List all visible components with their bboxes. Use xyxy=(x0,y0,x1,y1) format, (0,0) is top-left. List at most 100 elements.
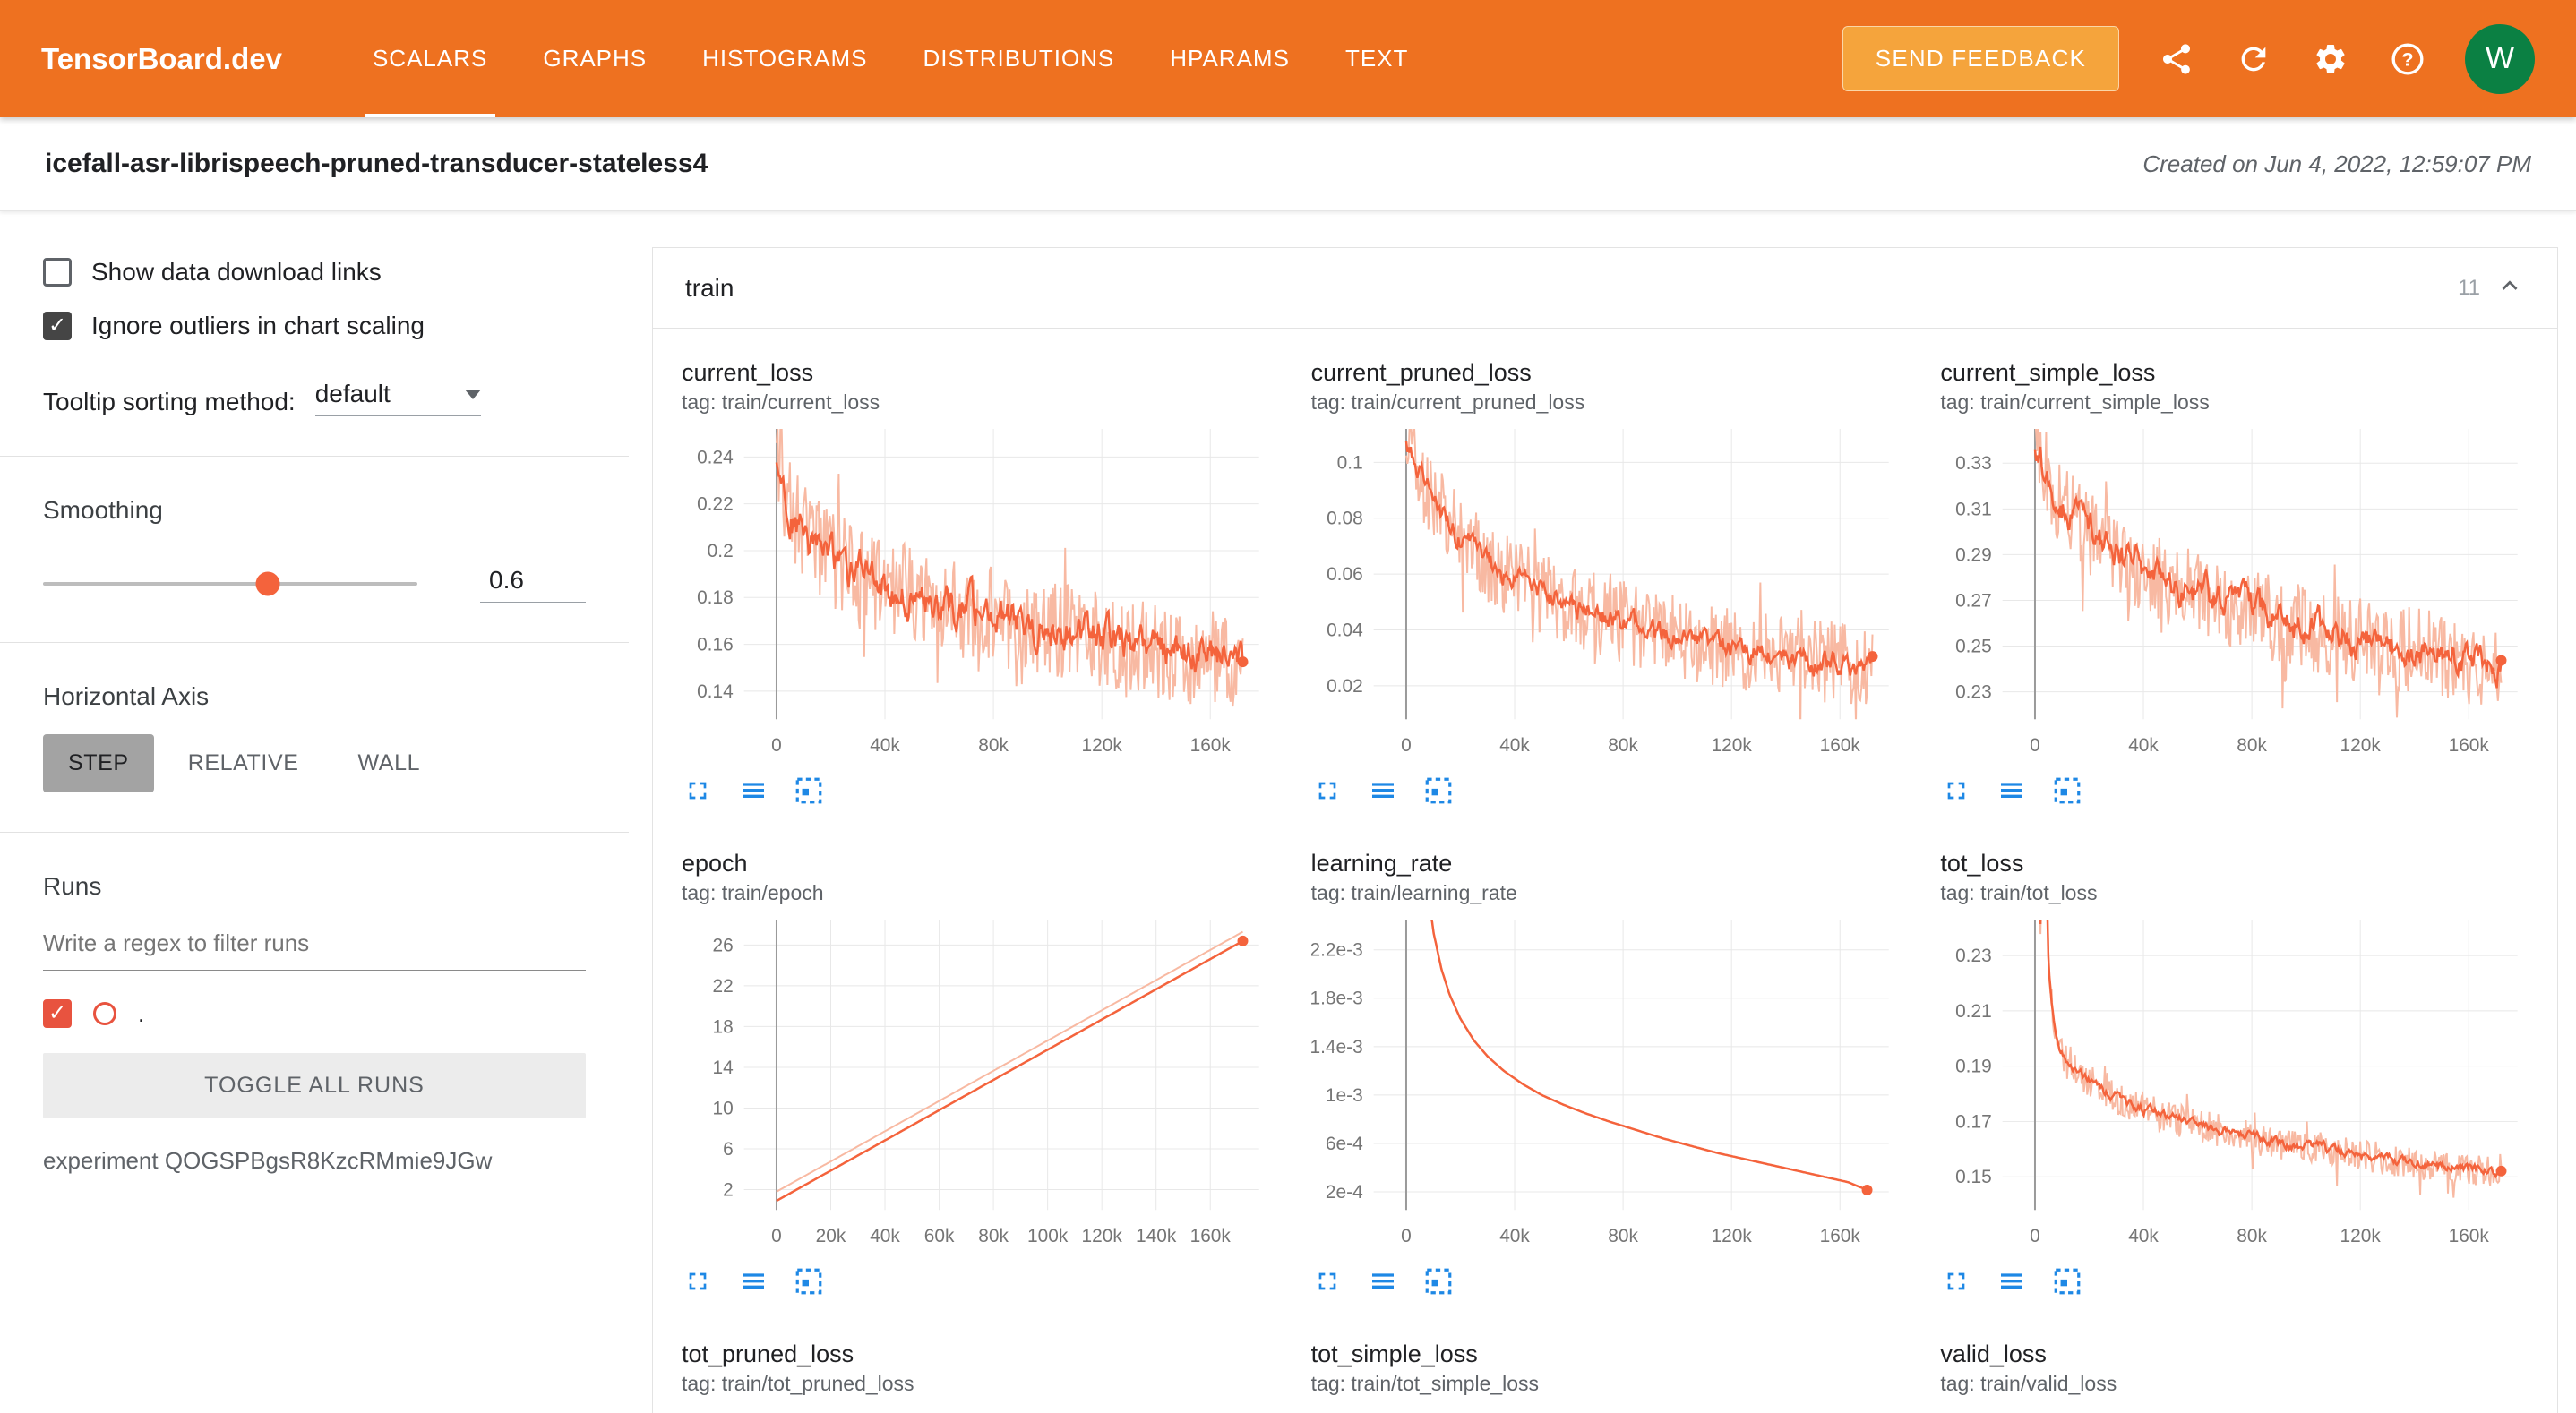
chart-tag: tag: train/current_loss xyxy=(682,390,880,414)
tooltip-sorting-label: Tooltip sorting method: xyxy=(43,388,296,415)
tab-scalars[interactable]: SCALARS xyxy=(345,0,515,117)
divider xyxy=(0,456,629,457)
svg-text:18: 18 xyxy=(712,1016,733,1037)
chart-tag: tag: train/tot_simple_loss xyxy=(1310,1371,1540,1395)
chart-tag: tag: train/epoch xyxy=(682,880,824,904)
send-feedback-button[interactable]: SEND FEEDBACK xyxy=(1842,26,2119,91)
run-row: ✓ . xyxy=(43,999,586,1028)
expand-icon[interactable] xyxy=(682,775,714,807)
fit-domain-icon[interactable] xyxy=(2051,1265,2083,1297)
expand-icon[interactable] xyxy=(1311,775,1344,807)
tooltip-sorting-select[interactable]: default xyxy=(314,380,481,416)
svg-text:0.29: 0.29 xyxy=(1955,544,1992,565)
fit-domain-icon[interactable] xyxy=(793,1265,825,1297)
line-chart[interactable] xyxy=(1940,1400,2529,1413)
expand-icon[interactable] xyxy=(1940,1265,1972,1297)
scalar-chart-card: current_loss tag: train/current_loss 0.1… xyxy=(682,359,1270,807)
tooltip-sorting-value: default xyxy=(314,380,391,407)
runs-filter-input[interactable] xyxy=(43,917,586,971)
svg-text:120k: 120k xyxy=(1711,735,1752,756)
expand-icon[interactable] xyxy=(1311,1265,1344,1297)
line-chart[interactable] xyxy=(1311,1400,1900,1413)
svg-text:0.2: 0.2 xyxy=(708,541,734,561)
tab-hparams[interactable]: HPARAMS xyxy=(1170,45,1290,72)
svg-text:22: 22 xyxy=(712,976,733,997)
data-table-icon[interactable] xyxy=(737,775,769,807)
svg-text:1.8e-3: 1.8e-3 xyxy=(1311,989,1363,1009)
tab-text[interactable]: TEXT xyxy=(1344,45,1409,72)
chevron-up-icon[interactable] xyxy=(2494,270,2525,305)
svg-text:0: 0 xyxy=(2030,735,2040,756)
data-table-icon[interactable] xyxy=(1367,775,1399,807)
data-table-icon[interactable] xyxy=(1367,1265,1399,1297)
svg-text:140k: 140k xyxy=(1136,1226,1177,1246)
smoothing-value[interactable]: 0.6 xyxy=(480,564,586,603)
expand-icon[interactable] xyxy=(1940,775,1972,807)
run-checkbox[interactable]: ✓ xyxy=(43,999,72,1028)
header-actions: SEND FEEDBACK ? W xyxy=(1842,0,2535,117)
expand-icon[interactable] xyxy=(682,1265,714,1297)
line-chart[interactable]: 0.15 0.17 0.19 0.21 0.23 0 40k 80k 120k 160k xyxy=(1940,909,2529,1265)
smoothing-slider[interactable] xyxy=(43,571,417,595)
data-table-icon[interactable] xyxy=(737,1265,769,1297)
svg-text:120k: 120k xyxy=(2340,735,2382,756)
train-group-header[interactable]: train 11 xyxy=(653,248,2557,329)
toggle-all-runs-button[interactable]: TOGGLE ALL RUNS xyxy=(43,1053,586,1118)
data-table-icon[interactable] xyxy=(1996,1265,2028,1297)
svg-text:0.17: 0.17 xyxy=(1955,1111,1992,1132)
axis-wall-button[interactable]: WALL xyxy=(333,734,446,792)
svg-text:2e-4: 2e-4 xyxy=(1326,1182,1363,1203)
line-chart[interactable]: 0.23 0.25 0.27 0.29 0.31 0.33 0 40k 80k 120k 160k xyxy=(1940,418,2529,775)
line-chart[interactable]: 2e-4 6e-4 1e-3 1.4e-3 1.8e-3 2.2e-3 0 40k 80k 120… xyxy=(1311,909,1900,1265)
run-color-swatch[interactable] xyxy=(93,1002,116,1025)
user-avatar[interactable]: W xyxy=(2465,23,2535,94)
svg-text:40k: 40k xyxy=(1499,735,1530,756)
svg-text:0.27: 0.27 xyxy=(1955,590,1992,611)
data-table-icon[interactable] xyxy=(1996,775,2028,807)
help-icon[interactable]: ? xyxy=(2388,39,2427,79)
scalar-chart-card: tot_simple_loss tag: train/tot_simple_lo… xyxy=(1311,1340,1900,1413)
show-download-links-checkbox[interactable] xyxy=(43,258,72,287)
line-chart[interactable]: 0.14 0.16 0.18 0.2 0.22 0.24 0 40k 80k 120k 160k xyxy=(682,418,1270,775)
axis-step-button[interactable]: STEP xyxy=(43,734,154,792)
svg-text:160k: 160k xyxy=(2449,1226,2490,1246)
refresh-icon[interactable] xyxy=(2234,39,2273,79)
tab-distributions[interactable]: DISTRIBUTIONS xyxy=(923,45,1115,72)
svg-text:120k: 120k xyxy=(1082,1226,1123,1246)
svg-text:120k: 120k xyxy=(1082,735,1123,756)
chart-tag: tag: train/current_pruned_loss xyxy=(1310,390,1585,414)
experiment-title: icefall-asr-librispeech-pruned-transduce… xyxy=(45,149,708,178)
scalar-chart-card: valid_loss tag: train/valid_loss xyxy=(1940,1340,2529,1413)
svg-text:0.21: 0.21 xyxy=(1955,1001,1992,1022)
fit-domain-icon[interactable] xyxy=(793,775,825,807)
ignore-outliers-row[interactable]: ✓ Ignore outliers in chart scaling xyxy=(43,312,586,340)
scalar-chart-card: current_pruned_loss tag: train/current_p… xyxy=(1311,359,1900,807)
smoothing-slider-thumb[interactable] xyxy=(255,571,280,595)
svg-text:6: 6 xyxy=(723,1139,734,1160)
svg-text:1.4e-3: 1.4e-3 xyxy=(1311,1037,1363,1058)
svg-text:160k: 160k xyxy=(1190,1226,1232,1246)
horizontal-axis-label: Horizontal Axis xyxy=(43,682,210,710)
svg-text:0: 0 xyxy=(1401,1226,1412,1246)
line-chart[interactable] xyxy=(682,1400,1270,1413)
settings-gear-icon[interactable] xyxy=(2311,39,2350,79)
tab-graphs[interactable]: GRAPHS xyxy=(543,45,648,72)
app-logo[interactable]: TensorBoard.dev xyxy=(41,41,282,75)
show-download-links-row[interactable]: Show data download links xyxy=(43,258,586,287)
ignore-outliers-checkbox[interactable]: ✓ xyxy=(43,312,72,340)
svg-text:0.24: 0.24 xyxy=(697,447,734,467)
fit-domain-icon[interactable] xyxy=(2051,775,2083,807)
fit-domain-icon[interactable] xyxy=(1422,1265,1455,1297)
line-chart[interactable]: 0.02 0.04 0.06 0.08 0.1 0 40k 80k 120k 160k xyxy=(1311,418,1900,775)
svg-text:14: 14 xyxy=(712,1058,733,1078)
show-download-links-label: Show data download links xyxy=(91,258,382,286)
tab-histograms[interactable]: HISTOGRAMS xyxy=(702,45,868,72)
fit-domain-icon[interactable] xyxy=(1422,775,1455,807)
svg-text:26: 26 xyxy=(712,935,733,955)
axis-relative-button[interactable]: RELATIVE xyxy=(163,734,324,792)
share-icon[interactable] xyxy=(2157,39,2196,79)
svg-text:0: 0 xyxy=(771,735,782,756)
chart-title: current_loss xyxy=(682,359,814,386)
chevron-down-icon xyxy=(464,389,481,399)
